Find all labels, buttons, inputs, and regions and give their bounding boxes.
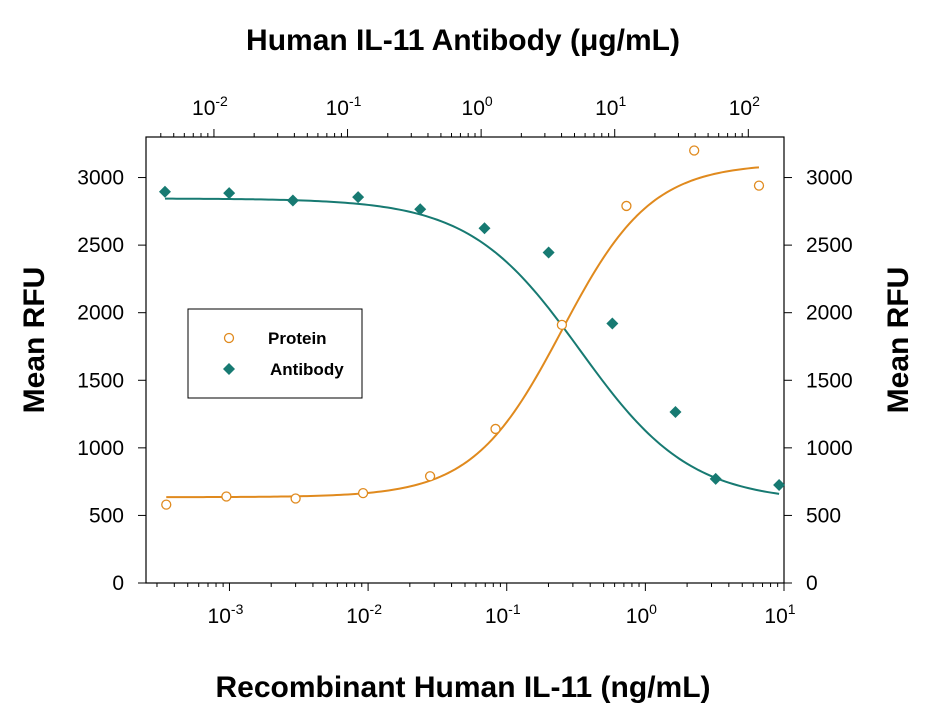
fit-curves	[164, 166, 780, 499]
x-tick-base: 10	[346, 605, 369, 628]
x-tick-base: 10	[729, 97, 752, 120]
y-tick-label-right: 3000	[806, 167, 853, 190]
y-tick-label-left: 1000	[77, 437, 124, 460]
fit-curve-protein	[166, 166, 760, 499]
y-tick-label-left: 1500	[77, 369, 124, 392]
data-point-protein	[290, 493, 301, 504]
x-tick-exponent: -2	[215, 93, 228, 109]
x-tick-exponent: -1	[508, 601, 521, 617]
x-tick-exponent: -2	[370, 601, 383, 617]
data-point-antibody	[669, 406, 682, 419]
data-point-antibody	[414, 203, 427, 216]
data-point-protein	[621, 200, 632, 212]
x-tick-base: 10	[208, 605, 231, 628]
x-tick-exponent: 0	[649, 601, 657, 617]
data-point-antibody	[542, 246, 555, 259]
legend-box	[187, 308, 363, 399]
y-axis-label-right: Mean RFU	[882, 267, 915, 414]
data-point-protein	[689, 145, 700, 156]
data-point-antibody	[352, 191, 365, 204]
data-point-protein	[424, 471, 436, 482]
x-tick-label: 102	[729, 93, 760, 120]
x-tick-base: 10	[595, 97, 618, 120]
y-axis-label-left: Mean RFU	[18, 267, 51, 414]
fit-curve-antibody	[164, 197, 780, 495]
x-tick-label: 10-2	[192, 93, 228, 120]
y-tick-label-left: 0	[112, 572, 124, 595]
x-tick-base: 10	[326, 97, 349, 120]
x-tick-label: 10-3	[208, 601, 244, 628]
legend: Protein Antibody	[187, 308, 363, 399]
x-tick-exponent: 2	[752, 93, 760, 109]
x-tick-base: 10	[764, 605, 787, 628]
data-point-antibody	[286, 194, 299, 207]
x-tick-exponent: 1	[788, 601, 796, 617]
x-tick-exponent: 0	[485, 93, 493, 109]
data-point-antibody	[158, 185, 171, 198]
data-points	[158, 145, 786, 510]
x-tick-base: 10	[192, 97, 215, 120]
x-axis-label: Recombinant Human IL-11 (ng/mL)	[215, 671, 710, 704]
data-point-antibody	[478, 222, 491, 235]
chart-title: Human IL-11 Antibody (μg/mL)	[246, 24, 680, 57]
x-tick-exponent: -3	[231, 601, 244, 617]
data-point-protein	[490, 423, 501, 435]
x-tick-label: 100	[626, 601, 657, 628]
x-tick-exponent: -1	[349, 93, 362, 109]
x-tick-label: 10-1	[485, 601, 521, 628]
y-tick-label-right: 2500	[806, 234, 853, 257]
data-point-antibody	[773, 479, 786, 492]
y-tick-label-left: 500	[89, 504, 124, 527]
y-tick-label-right: 2000	[806, 302, 853, 325]
x-tick-base: 10	[626, 605, 649, 628]
y-tick-label-left: 3000	[77, 167, 124, 190]
x-tick-label: 101	[595, 93, 626, 120]
x-tick-label: 10-2	[346, 601, 382, 628]
data-point-protein	[357, 487, 369, 499]
data-point-protein	[753, 180, 765, 191]
y-tick-label-left: 2500	[77, 234, 124, 257]
x-tick-label: 101	[764, 601, 795, 628]
y-tick-label-right: 1500	[806, 369, 853, 392]
x-tick-label: 100	[462, 93, 493, 120]
legend-antibody-label: Antibody	[270, 360, 344, 379]
y-tick-label-left: 2000	[77, 302, 124, 325]
legend-protein-label: Protein	[268, 329, 327, 348]
data-point-antibody	[606, 317, 619, 330]
x-tick-label: 10-1	[326, 93, 362, 120]
data-point-protein	[221, 491, 232, 502]
data-point-protein	[556, 319, 568, 331]
data-point-protein	[161, 499, 172, 510]
data-point-antibody	[223, 187, 236, 200]
x-tick-base: 10	[462, 97, 485, 120]
y-tick-label-right: 1000	[806, 437, 853, 460]
legend-protein-marker-icon	[223, 332, 235, 344]
data-point-antibody	[709, 472, 722, 485]
y-tick-label-right: 0	[806, 572, 818, 595]
y-tick-label-right: 500	[806, 504, 841, 527]
legend-antibody-marker-icon	[223, 363, 235, 375]
x-tick-exponent: 1	[618, 93, 626, 109]
x-tick-base: 10	[485, 605, 508, 628]
